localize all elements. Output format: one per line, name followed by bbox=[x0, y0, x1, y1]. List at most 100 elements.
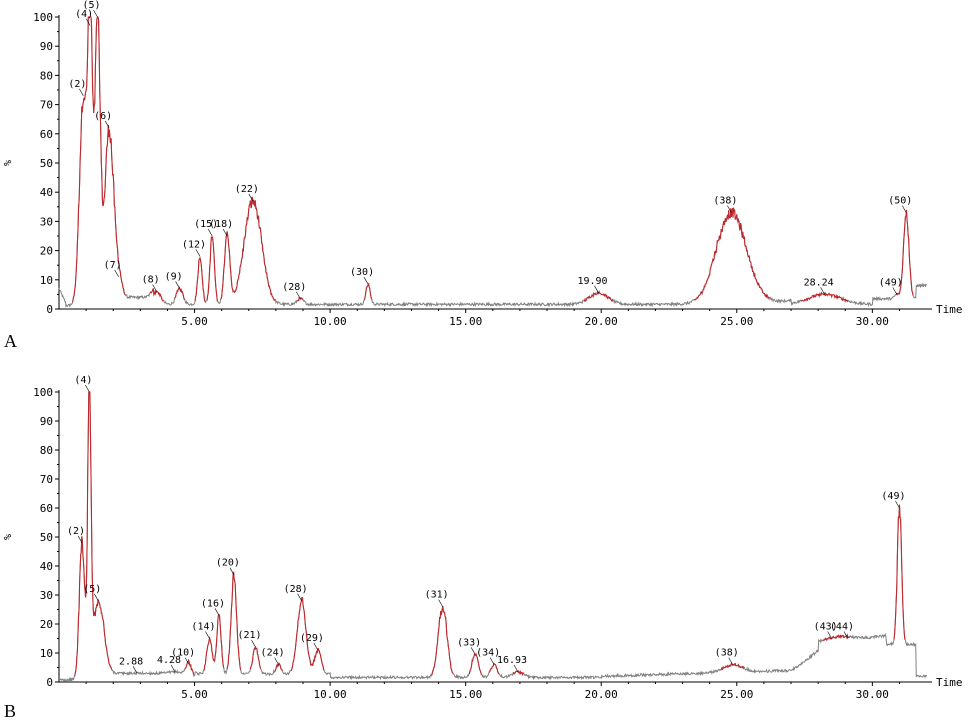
peak-leader bbox=[207, 228, 213, 237]
peak-label: (29) bbox=[300, 633, 324, 644]
peak-leader bbox=[728, 657, 733, 665]
peak-label: (12) bbox=[182, 239, 206, 250]
peak-label: (49) bbox=[879, 277, 903, 288]
y-tick-label: 30 bbox=[40, 215, 53, 228]
peak-label: (34) bbox=[476, 648, 500, 659]
peak-label: (4) bbox=[74, 375, 92, 386]
y-axis-label: % bbox=[3, 160, 14, 166]
peak-trace bbox=[893, 504, 906, 640]
x-tick-label: 10.00 bbox=[314, 315, 347, 328]
peak-leader bbox=[251, 640, 256, 648]
peak-leader bbox=[820, 287, 825, 295]
peak-label: (24) bbox=[261, 648, 285, 659]
peak-label: (2) bbox=[68, 79, 86, 90]
peak-label: 19.90 bbox=[577, 276, 607, 287]
peak-label: (50) bbox=[888, 196, 912, 207]
peak-label: (2) bbox=[67, 526, 85, 537]
y-tick-label: 20 bbox=[40, 618, 53, 631]
peak-leader bbox=[594, 285, 599, 294]
peak-label: (14) bbox=[191, 622, 215, 633]
peak-label: (16) bbox=[201, 598, 225, 609]
peak-leader bbox=[827, 631, 832, 639]
peak-trace bbox=[194, 256, 206, 302]
y-tick-label: 60 bbox=[40, 128, 53, 141]
peak-leader bbox=[895, 500, 900, 509]
x-tick-label: 30.00 bbox=[856, 315, 889, 328]
peak-label: (28) bbox=[284, 584, 308, 595]
peak-leader bbox=[93, 9, 98, 18]
peak-leader bbox=[104, 120, 110, 129]
y-tick-label: 10 bbox=[40, 647, 53, 660]
peak-leader bbox=[843, 631, 849, 639]
x-tick-label: 15.00 bbox=[449, 688, 482, 701]
peak-label: (9) bbox=[165, 272, 183, 283]
peak-leader bbox=[297, 593, 302, 601]
chromatogram-baseline-trace bbox=[58, 16, 927, 308]
peak-label: (21) bbox=[238, 630, 262, 641]
peak-label: (38) bbox=[715, 648, 739, 659]
peak-label: (5) bbox=[83, 584, 101, 595]
peak-trace bbox=[226, 571, 242, 670]
y-tick-label: 50 bbox=[40, 157, 53, 170]
peak-leader bbox=[94, 593, 99, 601]
peak-leader bbox=[77, 535, 83, 543]
peak-trace bbox=[274, 661, 283, 672]
peak-label: (49) bbox=[881, 491, 905, 502]
peak-leader bbox=[229, 567, 235, 575]
peak-leader bbox=[438, 599, 443, 607]
peak-label: 28.24 bbox=[804, 277, 834, 288]
x-tick-label: 25.00 bbox=[720, 315, 753, 328]
peak-leader bbox=[296, 291, 301, 299]
x-tick-label: 20.00 bbox=[585, 688, 618, 701]
peak-trace bbox=[206, 236, 218, 302]
y-tick-label: 70 bbox=[40, 99, 53, 112]
panel-label-a: A bbox=[4, 331, 17, 351]
y-tick-label: 60 bbox=[40, 502, 53, 515]
peak-leader bbox=[175, 281, 180, 289]
peak-trace bbox=[149, 288, 164, 302]
peak-label: (7) bbox=[104, 260, 122, 271]
peak-label: (43) bbox=[814, 622, 838, 633]
peak-leader bbox=[85, 18, 91, 26]
peak-trace bbox=[72, 16, 126, 303]
peak-leader bbox=[222, 228, 228, 237]
peak-trace bbox=[297, 296, 304, 302]
peak-leader bbox=[248, 193, 254, 202]
peak-label: 4.28 bbox=[157, 655, 181, 666]
peak-leader bbox=[513, 664, 519, 672]
x-tick-label: 10.00 bbox=[314, 688, 347, 701]
y-tick-label: 70 bbox=[40, 473, 53, 486]
peak-trace bbox=[74, 391, 113, 677]
peak-trace bbox=[431, 606, 454, 675]
y-tick-label: 40 bbox=[40, 186, 53, 199]
x-tick-label: 15.00 bbox=[449, 315, 482, 328]
peak-leader bbox=[363, 277, 369, 285]
peak-leader bbox=[114, 269, 119, 278]
peak-leader bbox=[901, 205, 907, 213]
chromatogram-baseline-trace bbox=[58, 391, 928, 682]
y-tick-label: 80 bbox=[40, 69, 53, 82]
peak-trace bbox=[290, 596, 325, 671]
y-tick-label: 0 bbox=[46, 303, 53, 316]
peak-trace bbox=[895, 209, 914, 296]
peak-trace bbox=[512, 669, 524, 677]
peak-trace bbox=[583, 290, 614, 302]
peak-leader bbox=[195, 249, 201, 257]
peak-trace bbox=[468, 652, 482, 675]
y-tick-label: 40 bbox=[40, 560, 53, 573]
peak-label: (6) bbox=[94, 111, 112, 122]
x-tick-label: 5.00 bbox=[181, 315, 208, 328]
y-tick-label: 100 bbox=[33, 11, 53, 24]
peak-label: (4) bbox=[75, 9, 93, 20]
peak-leader bbox=[313, 642, 319, 651]
chromatogram-panel-a: 0 10 20 30 40 50 60 70 80 90 100 5.00 10.00 15.00 20.0… bbox=[3, 0, 963, 328]
peak-label: (44) bbox=[830, 622, 854, 633]
peak-leader bbox=[489, 657, 495, 665]
peak-leader bbox=[132, 666, 138, 674]
x-tick-label: 5.00 bbox=[181, 688, 208, 701]
x-axis-label: Time bbox=[936, 303, 963, 316]
y-tick-label: 30 bbox=[40, 589, 53, 602]
peak-leader bbox=[170, 664, 176, 672]
peak-label: (20) bbox=[216, 558, 240, 569]
